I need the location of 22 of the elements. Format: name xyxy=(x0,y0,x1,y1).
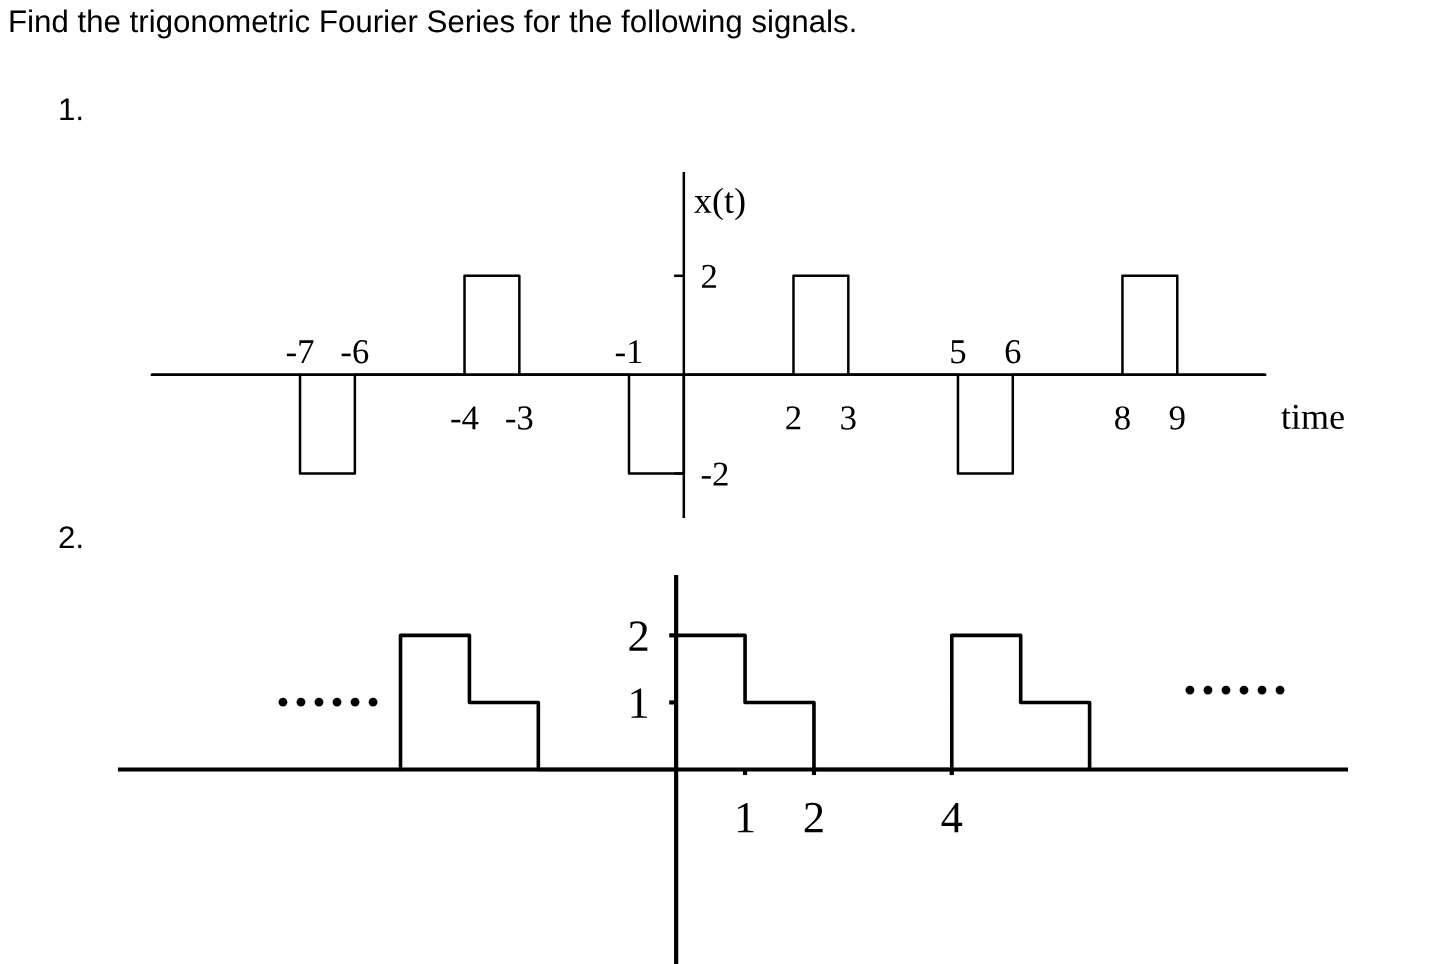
x-tick-label: 9 xyxy=(1169,406,1185,430)
x-tick-label: 3 xyxy=(841,406,856,430)
x-tick-label: -3 xyxy=(506,406,533,430)
x-tick-label: 2 xyxy=(804,802,823,833)
x-tick-label: 8 xyxy=(1115,406,1130,430)
x2-tick-label: -6 xyxy=(341,340,369,364)
x-tick-label: 1 xyxy=(737,802,754,833)
x2-tick-label: 5 xyxy=(951,340,966,364)
x2-tick-label: 6 xyxy=(1005,340,1021,364)
chart-title: Find the trigonometric Fourier Series for the following signals. xyxy=(10,9,855,39)
chart-subtitle: 1. xyxy=(60,98,82,121)
annotation: •••••• xyxy=(278,697,378,707)
chart-title: 2. xyxy=(59,526,82,549)
x2-tick-label: -7 xyxy=(286,340,314,364)
x2-tick-label: -1 xyxy=(615,340,642,364)
annotation: •••••• xyxy=(1185,685,1285,695)
y-axis-title: x(t) xyxy=(694,187,745,221)
y-tick-label: -2 xyxy=(701,462,728,486)
x-tick-label: -4 xyxy=(451,406,479,430)
x-axis-title: time xyxy=(1281,404,1344,430)
x-tick-label: 2 xyxy=(786,406,801,430)
x-tick-label: 4 xyxy=(941,803,963,833)
